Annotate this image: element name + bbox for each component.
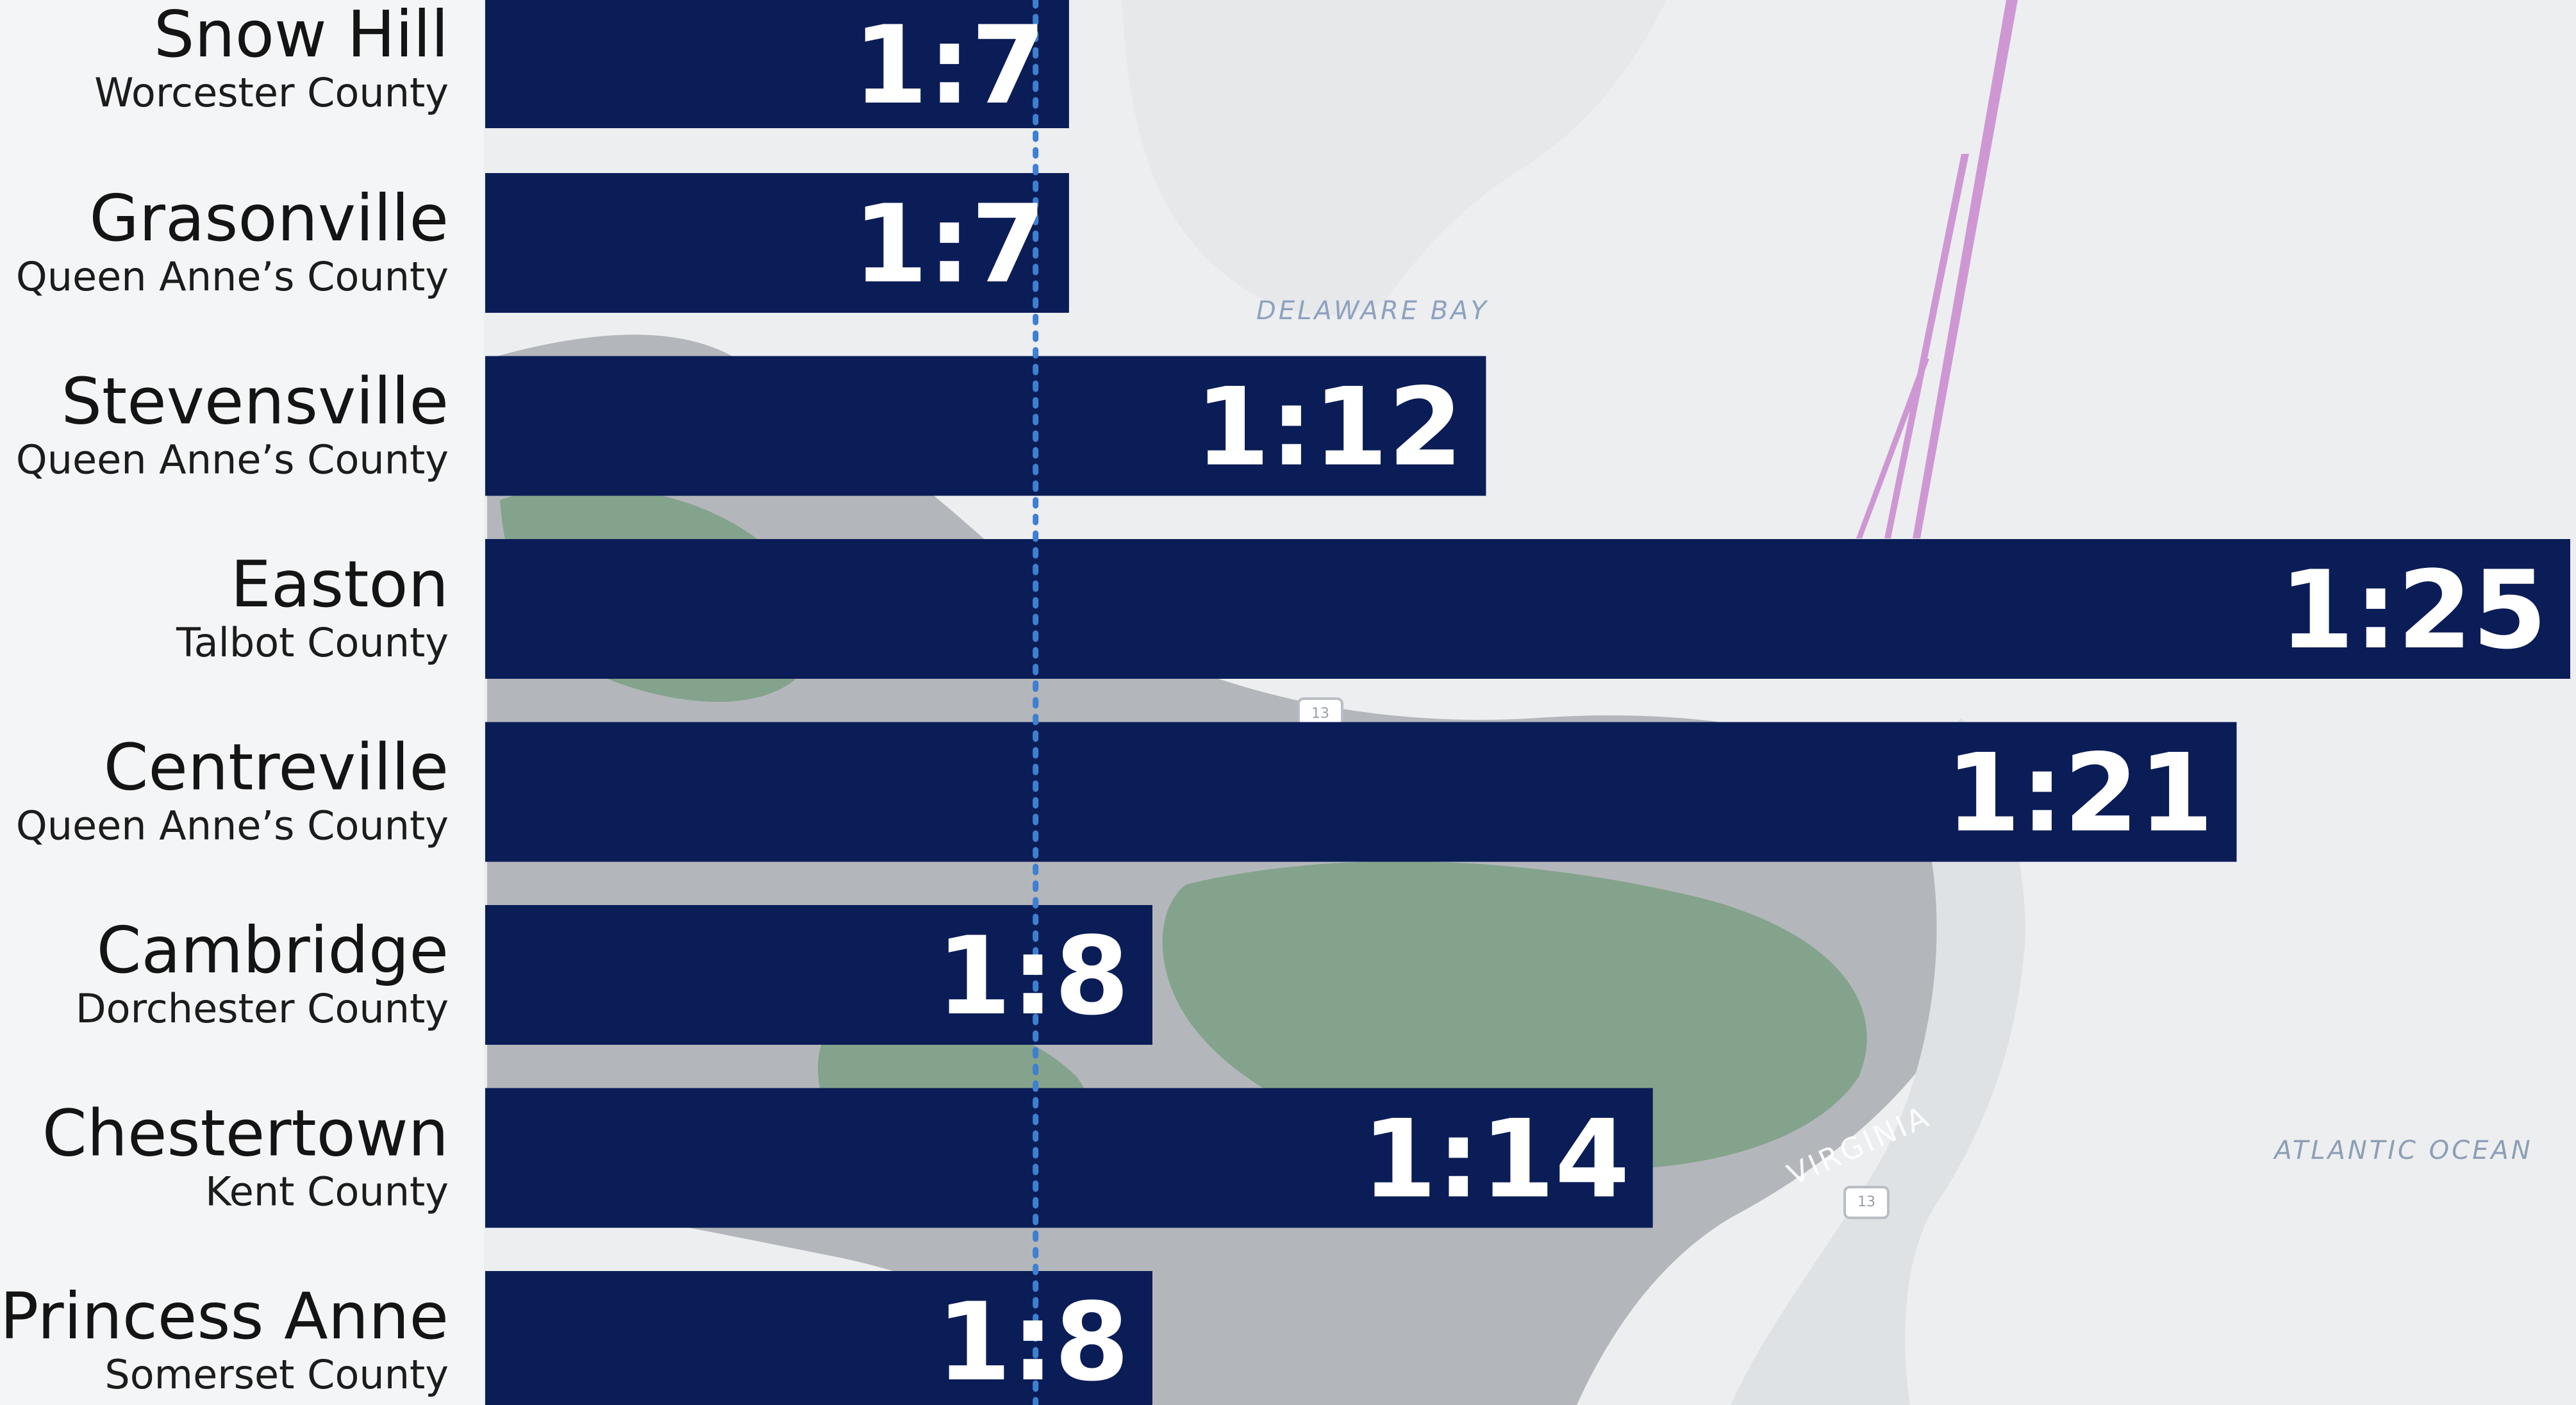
bar bbox=[485, 356, 1486, 496]
bar-value-label: 1:8 bbox=[936, 1279, 1129, 1405]
bar bbox=[485, 173, 1069, 313]
map-land-north bbox=[1122, 0, 1666, 316]
category-label: Princess Anne bbox=[0, 1279, 449, 1354]
bar-value-label: 1:8 bbox=[936, 913, 1129, 1039]
category-sublabel: Queen Anne’s County bbox=[16, 436, 449, 483]
category-sublabel: Somerset County bbox=[104, 1351, 449, 1398]
bar bbox=[485, 1088, 1653, 1228]
category-sublabel: Dorchester County bbox=[76, 985, 449, 1032]
bar bbox=[485, 0, 1069, 128]
category-sublabel: Queen Anne’s County bbox=[16, 802, 449, 849]
map-land-east bbox=[1731, 718, 2025, 1405]
bar-value-label: 1:7 bbox=[853, 181, 1046, 307]
category-sublabel: Kent County bbox=[205, 1168, 449, 1215]
category-label-panel bbox=[0, 0, 484, 1405]
bar-value-label: 1:12 bbox=[1195, 365, 1463, 490]
category-label: Snow Hill bbox=[154, 0, 449, 72]
category-label: Cambridge bbox=[97, 913, 449, 988]
map-density-spikes bbox=[1856, 0, 2018, 538]
category-label: Stevensville bbox=[62, 364, 449, 439]
data-label-series: 1:7 1:7 1:12 1:25 1:21 1:8 1:14 1:8 bbox=[853, 3, 2547, 1405]
bar-value-label: 1:7 bbox=[853, 3, 1046, 128]
bar-value-label: 1:14 bbox=[1362, 1097, 1630, 1222]
bar-value-label: 1:21 bbox=[1946, 731, 2214, 856]
category-label: Centreville bbox=[104, 730, 449, 805]
map-label-atlantic-ocean: ATLANTIC OCEAN bbox=[2274, 1136, 2533, 1165]
category-sublabel: Talbot County bbox=[176, 619, 449, 666]
category-sublabel: Worcester County bbox=[94, 69, 449, 116]
bar bbox=[485, 1271, 1152, 1405]
bar-series bbox=[485, 0, 2570, 1405]
route-shield-icon: 13 bbox=[1843, 1186, 1890, 1219]
bar bbox=[485, 539, 2570, 679]
bar-value-label: 1:25 bbox=[2279, 547, 2547, 673]
bar bbox=[485, 722, 2237, 862]
bar bbox=[485, 905, 1152, 1045]
category-sublabel: Queen Anne’s County bbox=[16, 253, 449, 300]
category-label: Chestertown bbox=[42, 1096, 449, 1171]
category-label: Easton bbox=[231, 547, 449, 622]
category-label: Grasonville bbox=[89, 181, 449, 256]
map-label-delaware-bay: DELAWARE BAY bbox=[1256, 296, 1489, 326]
